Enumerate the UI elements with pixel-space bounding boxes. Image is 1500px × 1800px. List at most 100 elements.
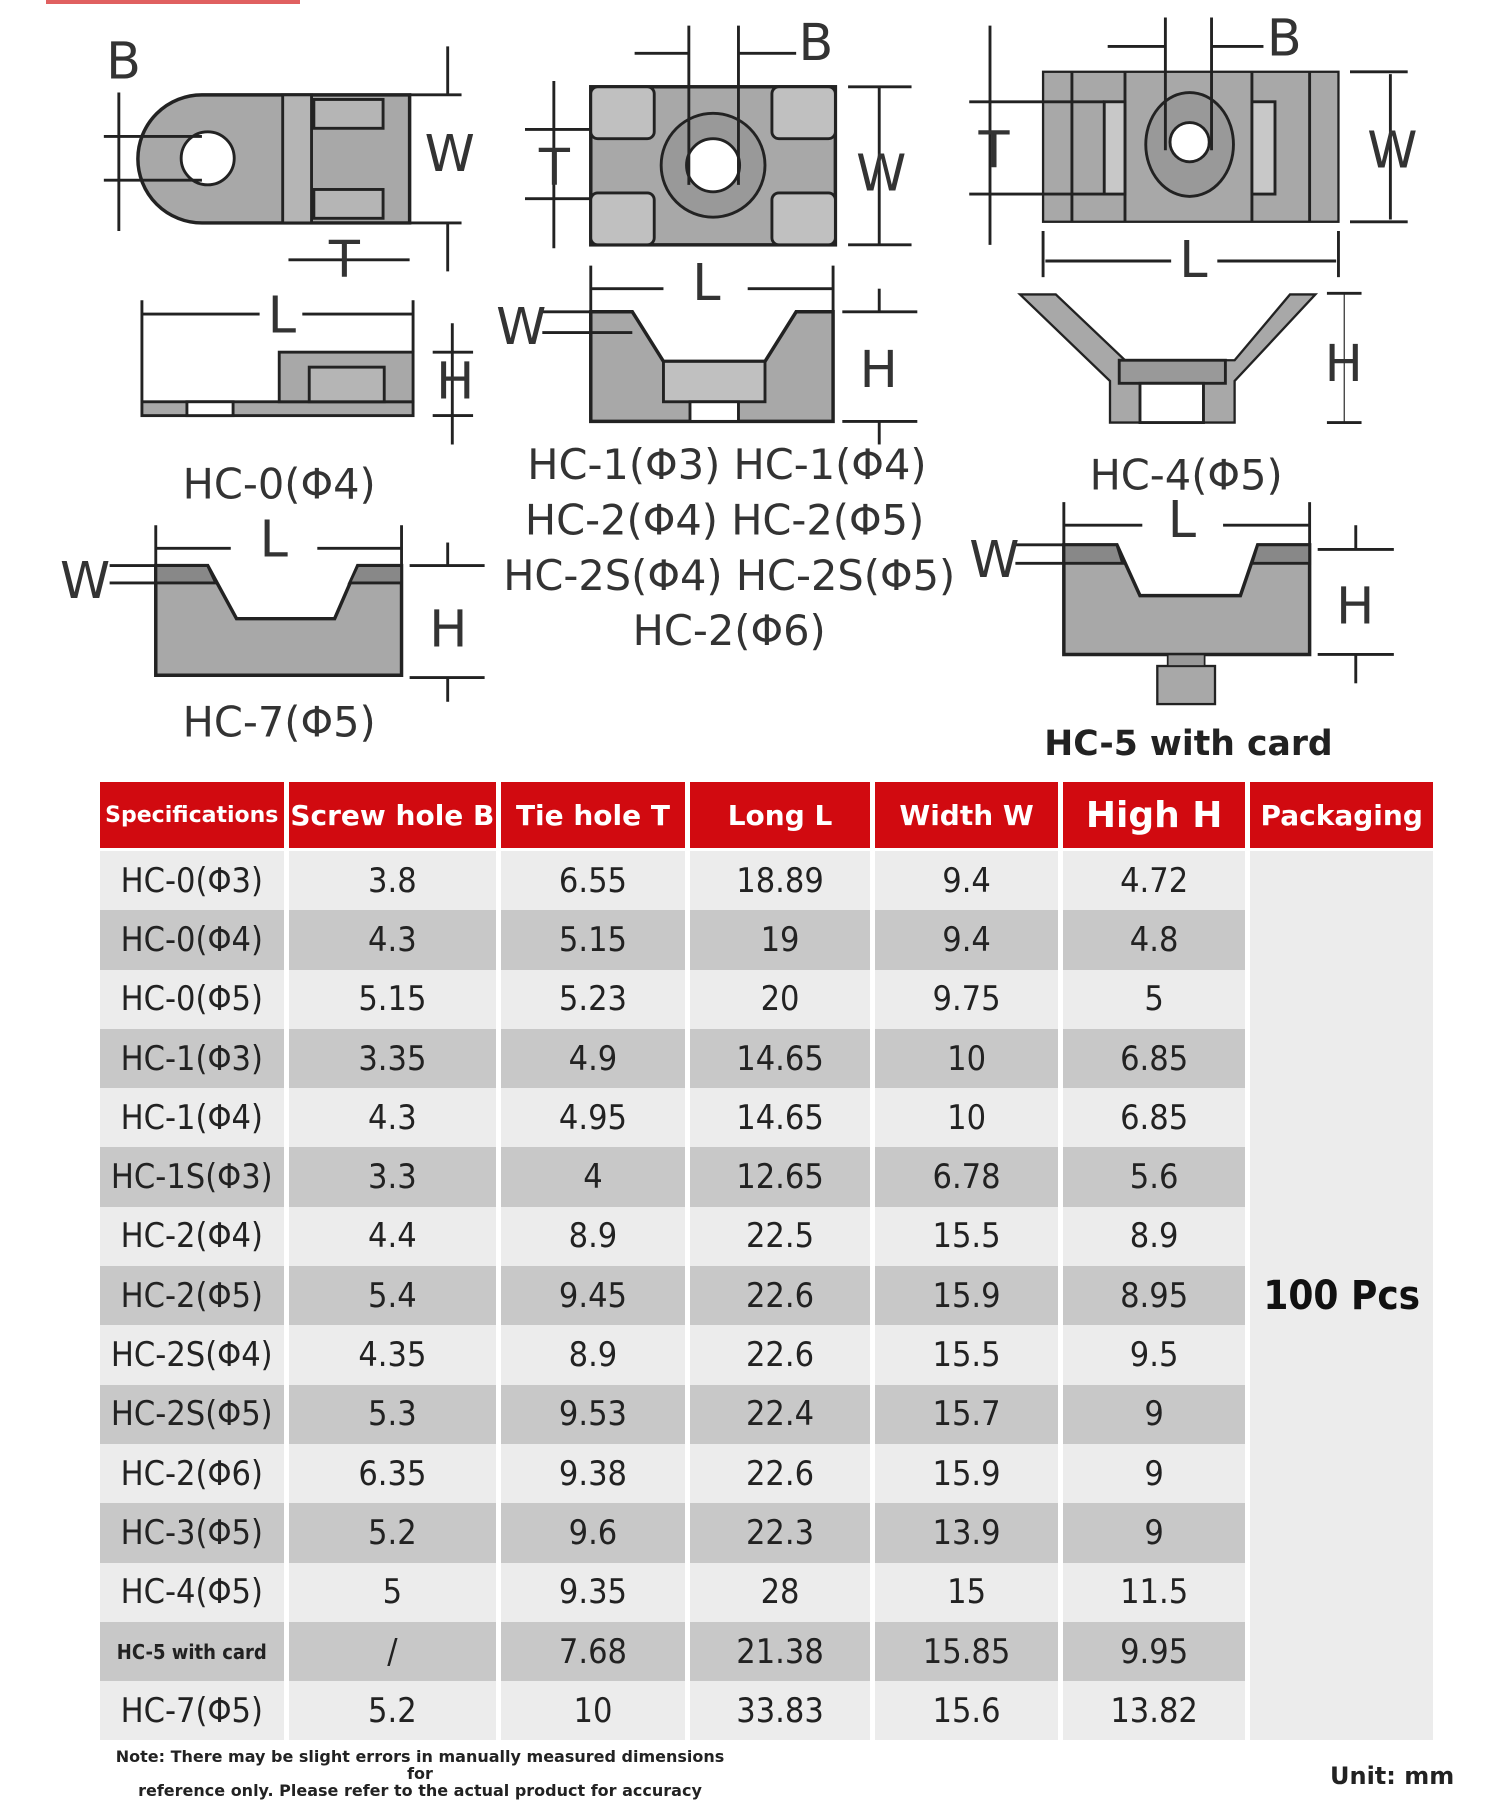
label-l: L xyxy=(268,286,296,345)
header-screw-hole: Screw hole B xyxy=(288,782,497,851)
label-w: W xyxy=(1367,121,1417,180)
caption-hc0: HC-0(Φ4) xyxy=(183,460,376,509)
cell-value: 33.83 xyxy=(689,1681,871,1741)
table-row: HC-1S(Φ3) 3.3 4 12.65 6.78 5.6 xyxy=(100,1147,1433,1207)
cell-spec: HC-2S(Φ4) xyxy=(100,1325,284,1385)
cell-value: 15.5 xyxy=(875,1325,1058,1385)
cell-value: 22.6 xyxy=(689,1443,871,1504)
cell-value: 6.55 xyxy=(501,851,685,911)
table-row: HC-5 with card/7.68 21.38 15.85 9.95 xyxy=(100,1621,1433,1682)
cell-value: 4.9 xyxy=(501,1028,685,1089)
cell-value: 4.8 xyxy=(1062,910,1246,970)
caption-hc5: HC-5 with card xyxy=(1044,724,1332,762)
cell-spec: HC-7(Φ5) xyxy=(100,1681,284,1741)
cell-value: 5 xyxy=(288,1562,497,1622)
label-w: W xyxy=(60,551,110,610)
cell-value: 4.35 xyxy=(288,1325,497,1385)
table-row: HC-7(Φ5) 5.2 10 33.83 15.6 13.82 xyxy=(100,1681,1433,1741)
label-l: L xyxy=(1168,490,1196,549)
table-row: HC-2S(Φ4) 4.35 8.9 22.6 15.5 9.5 xyxy=(100,1325,1433,1385)
cell-value: 5.23 xyxy=(501,969,685,1029)
cell-value: 22.4 xyxy=(689,1384,871,1444)
cell-value: 5.2 xyxy=(288,1503,497,1563)
cell-value: 9.5 xyxy=(1062,1325,1246,1385)
cell-value: 5.15 xyxy=(501,910,685,970)
cell-value: 21.38 xyxy=(689,1621,871,1682)
label-w: W xyxy=(496,297,546,356)
header-long: Long L xyxy=(689,782,871,851)
cell-value: 15.9 xyxy=(875,1443,1058,1504)
table-body: HC-0(Φ3) 3.8 6.55 18.89 9.4 4.72 100 Pcs HC-0(Φ… xyxy=(100,851,1433,1741)
cell-value: 22.6 xyxy=(689,1266,871,1326)
cell-spec: HC-4(Φ5) xyxy=(100,1562,284,1622)
table-row: HC-2(Φ5) 5.4 9.45 22.6 15.9 8.95 xyxy=(100,1266,1433,1326)
cell-value: 15 xyxy=(875,1562,1058,1622)
label-b: B xyxy=(1267,9,1302,68)
cell-spec: HC-1(Φ4) xyxy=(100,1088,284,1148)
cell-value: 5.3 xyxy=(288,1384,497,1444)
cell-value: 9.4 xyxy=(875,910,1058,970)
caption-hc1-line1: HC-1(Φ3) HC-1(Φ4) xyxy=(527,440,926,489)
table-row: HC-3(Φ5) 5.2 9.6 22.3 13.9 9 xyxy=(100,1503,1433,1563)
cell-value: 3.8 xyxy=(288,851,497,911)
table-row: HC-2S(Φ5) 5.3 9.53 22.4 15.7 9 xyxy=(100,1384,1433,1444)
table-row: HC-1(Φ3) 3.35 4.9 14.65 10 6.85 xyxy=(100,1028,1433,1089)
cell-value: 22.6 xyxy=(689,1325,871,1385)
cell-value: 6.85 xyxy=(1062,1028,1246,1089)
cell-value: 4.3 xyxy=(288,1088,497,1148)
label-b: B xyxy=(106,32,141,91)
cell-value: 6.78 xyxy=(875,1147,1058,1207)
cell-value: 9.75 xyxy=(875,969,1058,1029)
cell-value: 9.35 xyxy=(501,1562,685,1622)
cell-value: 3.35 xyxy=(288,1028,497,1089)
label-w: W xyxy=(425,124,475,183)
cell-value: 28 xyxy=(689,1562,871,1622)
cell-value: 9.45 xyxy=(501,1266,685,1326)
cell-spec: HC-2S(Φ5) xyxy=(100,1384,284,1444)
cell-value: 3.3 xyxy=(288,1147,497,1207)
cell-value: 11.5 xyxy=(1062,1562,1246,1622)
table-row: HC-0(Φ5) 5.15 5.23 20 9.75 5 xyxy=(100,969,1433,1029)
header-high: High H xyxy=(1062,782,1246,851)
cell-spec: HC-0(Φ4) xyxy=(100,910,284,970)
table-row: HC-1(Φ4) 4.3 4.95 14.65 10 6.85 xyxy=(100,1088,1433,1148)
cell-value: 20 xyxy=(689,969,871,1029)
label-h: H xyxy=(860,340,898,399)
table-row: HC-4(Φ5) 5 9.35 28 15 11.5 xyxy=(100,1562,1433,1622)
table-row: HC-0(Φ4) 4.3 5.15 19 9.4 4.8 xyxy=(100,910,1433,970)
cell-value: 9.95 xyxy=(1062,1621,1246,1682)
caption-hc1-line2: HC-2(Φ4) HC-2(Φ5) xyxy=(525,495,924,544)
label-h: H xyxy=(1325,334,1363,393)
cell-value: 13.9 xyxy=(875,1503,1058,1563)
hc7-side-view: L W H xyxy=(60,509,485,702)
header-specifications: Specifications xyxy=(100,782,284,851)
cell-value: 15.5 xyxy=(875,1206,1058,1267)
table-header-row: Specifications Screw hole B Tie hole T L… xyxy=(100,782,1433,851)
caption-hc4: HC-4(Φ5) xyxy=(1090,450,1283,499)
cell-value: 10 xyxy=(501,1681,685,1741)
cell-value: 22.3 xyxy=(689,1503,871,1563)
label-l: L xyxy=(260,509,288,568)
cell-spec: HC-1(Φ3) xyxy=(100,1028,284,1089)
cell-spec: HC-2(Φ5) xyxy=(100,1266,284,1326)
cell-value: 9.4 xyxy=(875,851,1058,911)
header-packaging: Packaging xyxy=(1250,782,1433,851)
cell-value: 14.65 xyxy=(689,1028,871,1089)
hc0-top-view: B W T xyxy=(103,32,475,289)
label-b: B xyxy=(798,13,833,72)
top-accent-bar xyxy=(46,0,300,4)
cell-value: 14.65 xyxy=(689,1088,871,1148)
cell-value: 5.2 xyxy=(288,1681,497,1741)
cell-value: 12.65 xyxy=(689,1147,871,1207)
cell-spec: HC-0(Φ5) xyxy=(100,969,284,1029)
dimension-diagrams: B W T L H HC-0(Φ4) B T W xyxy=(60,9,1417,762)
label-t: T xyxy=(538,138,571,197)
unit-label: Unit: mm xyxy=(1330,1762,1455,1790)
cell-value: 5.4 xyxy=(288,1266,497,1326)
cell-spec: HC-2(Φ4) xyxy=(100,1206,284,1267)
header-width: Width W xyxy=(875,782,1058,851)
cell-value: 18.89 xyxy=(689,851,871,911)
note-line-2: reference only. Please refer to the actu… xyxy=(138,1781,702,1800)
cell-value: 9 xyxy=(1062,1443,1246,1504)
cell-value: 8.95 xyxy=(1062,1266,1246,1326)
